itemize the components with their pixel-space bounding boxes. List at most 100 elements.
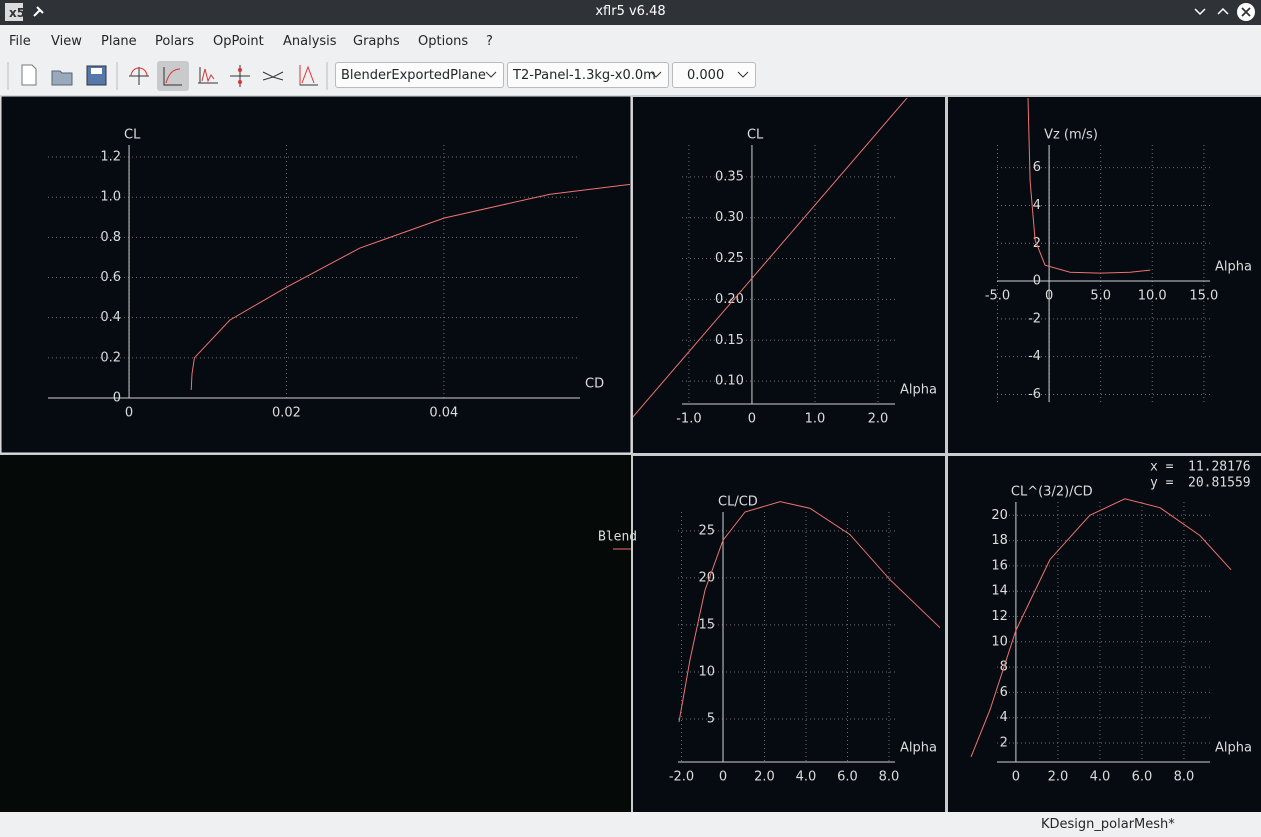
panel[interactable] [948,456,1261,812]
x-tick-label: 8.0 [1174,770,1195,785]
x-axis-label: Alpha [900,741,937,756]
y-tick-label: 0.4 [100,310,121,325]
svg-text:x5: x5 [9,6,25,20]
x-tick-label: 5.0 [1090,289,1111,304]
y-tick-label: 6 [1033,160,1041,175]
window-controls[interactable] [1191,0,1261,25]
y-tick-label: 2 [1000,736,1008,751]
graph: 5 10 15 20 25 -2.0 0 2.0 4.0 6.0 8.0 CL/CD Alpha [669,495,941,785]
y-tick-label: -6 [1028,387,1041,402]
toolbar-icons[interactable] [0,57,330,95]
x-axis-label: Alpha [1215,260,1252,275]
y-axis-label: CL/CD [718,495,758,510]
menu-item[interactable]: Plane [101,34,137,49]
x-tick-label: -5.0 [985,289,1010,304]
y-tick-label: 0.2 [100,350,121,365]
status-text: KDesign_polarMesh* [1041,817,1175,832]
menu-item[interactable]: Polars [155,34,195,49]
panel[interactable] [0,95,632,454]
chevron [650,71,662,78]
y-tick-label: 18 [991,533,1008,548]
panel[interactable] [633,456,945,812]
y-tick-label: 10 [991,634,1008,649]
x-tick-label: 0 [748,412,756,427]
y-tick-label: 16 [991,558,1008,573]
combo-text: BlenderExportedPlane [341,68,486,83]
x-tick-label: 2.0 [1048,770,1069,785]
y-axis-label: Vz (m/s) [1044,128,1098,143]
curve [1027,98,1151,274]
x-tick-label: 6.0 [1132,770,1153,785]
y-tick-label: 2 [1033,236,1041,251]
x-tick-label: 0 [1012,770,1020,785]
x-tick-label: 8.0 [879,770,900,785]
y-axis-label: CL [124,128,141,143]
chevron [737,71,749,78]
x-tick-label: 0.04 [429,406,458,421]
y-tick-label: 20 [698,570,715,585]
chevron [485,71,497,78]
y-axis-label: CL [747,128,764,143]
panel[interactable] [633,97,945,453]
menu-item[interactable]: Options [418,34,469,49]
toolbar: BlenderExportedPlane T2-Panel-1.3kg-x0.0… [0,57,1261,95]
y-tick-label: -2 [1028,311,1041,326]
y-tick-label: 0.35 [715,169,744,184]
y-tick-label: 0.6 [100,270,121,285]
y-tick-label: -4 [1028,349,1041,364]
x-tick-label: 15.0 [1189,289,1218,304]
menu-item[interactable]: ? [486,34,493,49]
x-tick-label: 0 [125,406,133,421]
x-tick-label: 4.0 [796,770,817,785]
menu-item[interactable]: File [9,34,31,49]
y-tick-label: 4 [1000,710,1008,725]
x-tick-label: 0.02 [272,406,301,421]
x-tick-label: 2.0 [754,770,775,785]
menu-item[interactable]: OpPoint [213,34,264,49]
menu-item[interactable]: Analysis [283,34,337,49]
cursor-y: 20.81559 [1188,476,1251,491]
y-tick-label: 6 [1000,685,1008,700]
y-tick-label: 1.2 [100,150,121,165]
y-tick-label: 25 [698,523,715,538]
legend-panel [0,455,631,812]
combo-text: 0.000 [687,68,725,83]
status-bar: KDesign_polarMesh* [0,812,1261,837]
y-tick-label: 1.0 [100,190,121,205]
x-axis-label: Alpha [900,383,937,398]
app-icons: x5 [5,3,44,21]
y-tick-label: 0.8 [100,230,121,245]
y-axis-label: CL^(3/2)/CD [1011,485,1093,500]
x-tick-label: -2.0 [669,770,694,785]
menu-item[interactable]: View [51,34,82,49]
combo-text: T2-Panel-1.3kg-x0.0m [513,68,656,83]
title-bar: x5 xflr5 v6.48 [0,0,1261,25]
plane-combo[interactable]: BlenderExportedPlane [335,62,504,88]
y-tick-label: 14 [991,584,1008,599]
y-tick-label: 0.25 [715,251,744,266]
opp-combo[interactable]: 0.000 [672,62,756,88]
y-tick-label: 5 [707,712,715,727]
graph: 0.100.150.200.250.300.35-1.0 0 1.0 2.0CLAlp… [633,98,937,427]
curve [633,98,908,418]
x-axis-label: Alpha [1215,741,1252,756]
x-tick-label: 6.0 [837,770,858,785]
menu-item[interactable]: Graphs [353,34,400,49]
curve [190,183,630,391]
graph-area: Blend x = 11.28176 y = 20.81559 0 0.2 0.4 0… [0,95,1261,812]
panel[interactable] [948,97,1261,453]
curve [678,501,941,723]
cursor-x: 11.28176 [1188,460,1251,475]
y-tick-label: 10 [698,664,715,679]
x-tick-label: 1.0 [805,412,826,427]
x-tick-label: 0 [719,770,727,785]
x-tick-label: -1.0 [676,412,701,427]
y-tick-label: 15 [698,617,715,632]
x-tick-label: 4.0 [1090,770,1111,785]
y-tick-label: 0.30 [715,210,744,225]
polar-combo[interactable]: T2-Panel-1.3kg-x0.0m [507,62,669,88]
